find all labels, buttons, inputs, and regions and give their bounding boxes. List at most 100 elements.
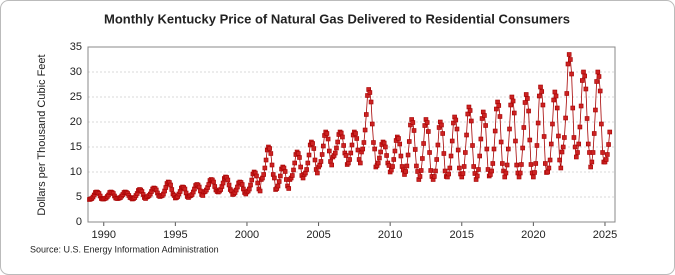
- marker: [506, 146, 511, 152]
- marker: [453, 117, 459, 123]
- marker: [403, 169, 408, 174]
- marker: [527, 137, 533, 143]
- marker: [406, 139, 412, 144]
- marker: [340, 134, 345, 140]
- marker: [489, 168, 494, 174]
- marker: [470, 143, 475, 148]
- marker: [295, 151, 301, 156]
- marker: [312, 157, 318, 163]
- marker: [454, 126, 460, 132]
- marker: [550, 121, 555, 127]
- marker: [491, 146, 497, 152]
- marker: [378, 149, 383, 155]
- marker: [168, 182, 173, 188]
- marker: [516, 174, 522, 180]
- marker: [460, 171, 466, 176]
- marker: [384, 153, 389, 158]
- marker: [329, 162, 334, 168]
- marker: [538, 84, 543, 90]
- marker: [471, 164, 477, 169]
- marker: [566, 52, 572, 57]
- marker: [539, 89, 545, 94]
- marker: [439, 122, 444, 128]
- source: Source: U.S. Energy Information Administ…: [30, 244, 219, 254]
- marker: [441, 151, 447, 156]
- marker: [257, 188, 263, 194]
- marker: [262, 165, 268, 171]
- marker: [562, 135, 567, 140]
- marker: [504, 162, 510, 168]
- marker: [341, 143, 346, 148]
- marker: [446, 171, 451, 177]
- marker: [478, 136, 484, 142]
- marker: [420, 156, 425, 161]
- marker: [349, 142, 355, 148]
- marker: [551, 97, 556, 103]
- marker: [455, 147, 461, 153]
- marker: [543, 161, 548, 166]
- marker: [526, 108, 531, 114]
- marker: [581, 69, 586, 75]
- marker: [500, 161, 505, 166]
- marker: [578, 103, 584, 109]
- marker: [426, 129, 431, 134]
- marker: [465, 111, 471, 117]
- marker: [297, 155, 302, 160]
- marker: [311, 146, 317, 151]
- marker: [451, 120, 456, 126]
- marker: [528, 162, 534, 167]
- marker: [435, 142, 441, 148]
- marker: [554, 105, 560, 111]
- marker: [392, 148, 398, 154]
- marker: [474, 173, 480, 179]
- marker: [591, 131, 597, 136]
- marker: [412, 147, 418, 152]
- marker: [448, 153, 454, 159]
- marker: [568, 57, 573, 62]
- marker: [607, 129, 613, 135]
- marker: [546, 165, 552, 171]
- marker: [371, 140, 376, 145]
- marker: [267, 146, 272, 151]
- marker: [321, 143, 326, 149]
- marker: [558, 165, 564, 171]
- marker: [343, 153, 349, 158]
- marker: [408, 122, 413, 128]
- marker: [310, 141, 315, 146]
- marker: [588, 164, 593, 170]
- marker: [421, 141, 426, 146]
- marker: [533, 161, 539, 166]
- marker: [254, 173, 259, 179]
- marker: [332, 150, 338, 156]
- marker: [319, 152, 325, 157]
- marker: [490, 161, 496, 166]
- marker: [545, 169, 550, 175]
- marker: [417, 174, 423, 179]
- marker: [449, 138, 455, 144]
- marker: [290, 173, 295, 178]
- marker: [479, 116, 485, 121]
- marker: [563, 115, 568, 121]
- marker: [282, 169, 288, 174]
- marker: [318, 159, 324, 164]
- marker: [354, 136, 360, 141]
- marker: [582, 73, 587, 79]
- marker: [432, 174, 437, 179]
- marker: [556, 133, 561, 139]
- marker: [494, 106, 499, 112]
- marker: [169, 187, 175, 192]
- marker: [362, 127, 368, 133]
- marker: [467, 108, 473, 113]
- marker: [514, 162, 519, 168]
- marker: [565, 61, 571, 67]
- marker: [414, 163, 419, 169]
- marker: [603, 157, 609, 162]
- marker: [298, 164, 303, 170]
- y-tick-label: 10: [70, 166, 82, 178]
- marker: [292, 160, 297, 166]
- marker: [404, 163, 410, 169]
- marker: [367, 90, 373, 95]
- marker: [469, 118, 474, 124]
- marker: [268, 151, 274, 156]
- marker: [411, 128, 417, 133]
